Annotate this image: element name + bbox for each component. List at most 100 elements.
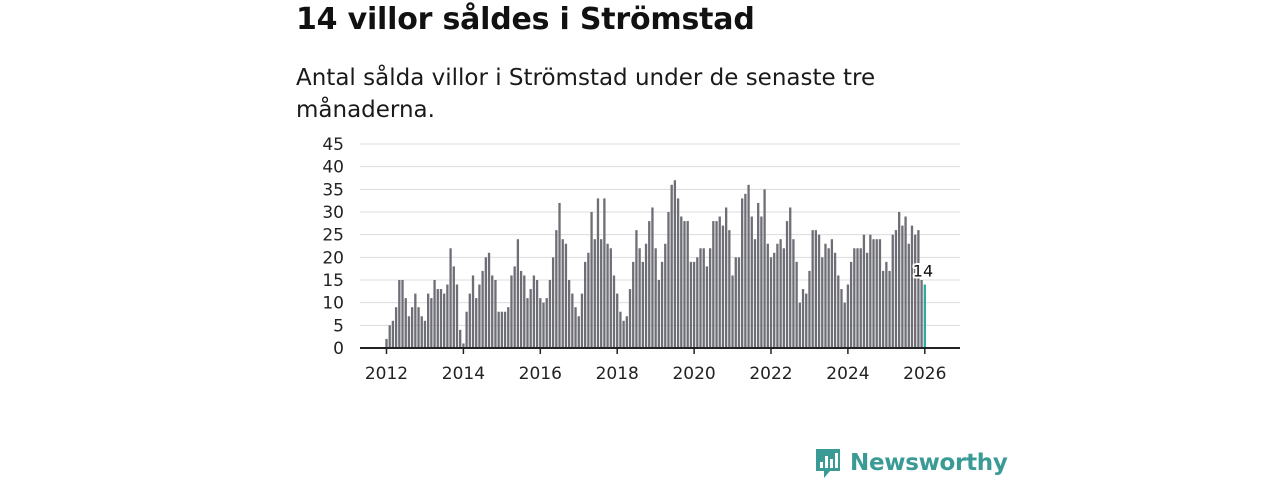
bar [692, 261, 696, 348]
bar [519, 270, 523, 348]
bar [898, 212, 901, 348]
bar [635, 230, 638, 348]
bar [587, 252, 590, 348]
bar [750, 216, 753, 348]
bar [580, 293, 584, 348]
bar [744, 193, 747, 348]
bar [491, 275, 494, 348]
bar [532, 275, 536, 348]
bar [683, 221, 686, 348]
bar [862, 234, 866, 348]
bar [920, 280, 923, 348]
x-tick-label: 2018 [596, 364, 639, 384]
brand-name: Newsworthy [850, 450, 1008, 476]
bar [603, 198, 606, 348]
bar [814, 230, 818, 348]
bar [757, 202, 760, 348]
chart-title: 14 villor såldes i Strömstad [296, 2, 755, 37]
bar [625, 316, 628, 348]
bar [584, 261, 587, 348]
bar [465, 311, 468, 348]
bar [606, 243, 609, 348]
bar-latest [923, 284, 926, 348]
bar [753, 239, 757, 348]
bar [443, 293, 446, 348]
x-tick-label: 2016 [519, 364, 562, 384]
bar [494, 280, 497, 348]
bar [529, 289, 532, 348]
chart-subtitle: Antal sålda villor i Strömstad under de … [296, 65, 876, 123]
bar [782, 248, 785, 348]
bar [590, 212, 593, 348]
bar [708, 248, 712, 348]
bar [875, 239, 878, 348]
bar [888, 270, 891, 348]
bar [414, 293, 417, 348]
y-tick-label: 45 [322, 135, 344, 155]
bar [789, 207, 792, 348]
bar [865, 252, 869, 348]
bar [660, 261, 664, 348]
bar [773, 252, 776, 348]
bar [500, 311, 504, 348]
bar [561, 239, 564, 348]
bar [523, 275, 526, 348]
bar [676, 198, 680, 348]
bar [917, 230, 920, 348]
newsworthy-logo[interactable]: Newsworthy [814, 446, 1008, 480]
bar [657, 280, 661, 348]
bar [398, 280, 401, 348]
bar [817, 234, 821, 348]
bar [430, 298, 433, 348]
bar [769, 257, 773, 348]
bar [619, 311, 622, 348]
y-tick-label: 5 [333, 316, 344, 336]
bar [792, 239, 795, 348]
bar [596, 198, 600, 348]
bar [712, 221, 715, 348]
bar [891, 234, 894, 348]
bar [798, 302, 801, 348]
bar [763, 189, 766, 348]
bar [452, 266, 455, 348]
x-tick-label: 2014 [442, 364, 485, 384]
bar [539, 298, 542, 348]
bar [455, 284, 459, 348]
x-tick-label: 2012 [365, 364, 408, 384]
bar [641, 261, 644, 348]
bar [914, 234, 917, 348]
bar [612, 275, 616, 348]
bar [567, 280, 571, 348]
bar [705, 266, 709, 348]
bar [510, 275, 513, 348]
bar [638, 248, 641, 348]
bar [859, 248, 862, 348]
bar [766, 243, 769, 348]
bar [628, 289, 632, 348]
x-tick-label: 2026 [903, 364, 946, 384]
y-tick-label: 10 [322, 294, 344, 314]
bar [734, 257, 737, 348]
bar [516, 239, 520, 348]
bar [741, 198, 744, 348]
bar [593, 239, 596, 348]
bar [846, 284, 850, 348]
bar [558, 202, 561, 348]
bar [484, 257, 487, 348]
y-tick-label: 40 [322, 158, 344, 178]
bar [423, 320, 427, 348]
bar [853, 248, 856, 348]
bar [885, 261, 888, 348]
bar [391, 320, 395, 348]
bar [600, 239, 603, 348]
bar [487, 252, 491, 348]
bar [407, 316, 411, 348]
bar [869, 234, 872, 348]
bar [497, 311, 500, 348]
bar [689, 261, 693, 348]
bar [760, 216, 763, 348]
y-tick-label: 25 [322, 226, 344, 246]
bar [648, 221, 651, 348]
latest-value-label: 14 [913, 262, 933, 281]
